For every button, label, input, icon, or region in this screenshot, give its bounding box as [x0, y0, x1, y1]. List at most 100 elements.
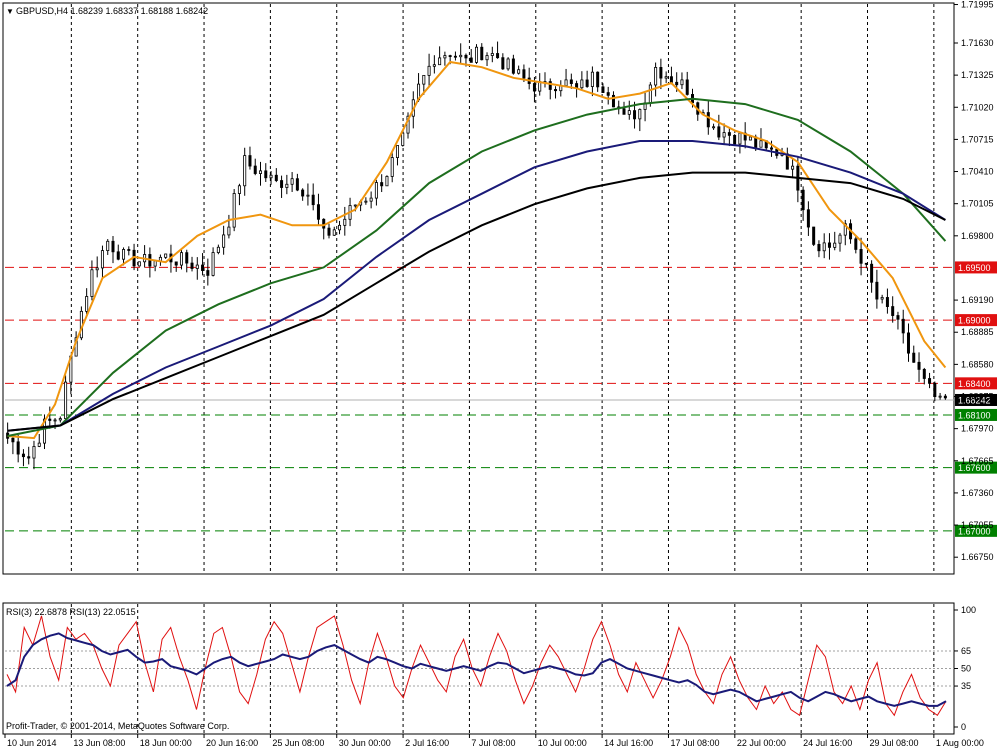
candle-body: [48, 418, 52, 421]
candle-body: [564, 79, 568, 87]
rsi-series-line: [6, 615, 947, 717]
candle-body: [511, 58, 515, 74]
candle-body: [622, 108, 626, 115]
candle-body: [891, 306, 895, 316]
candle-body: [917, 361, 921, 370]
candle-body: [490, 53, 494, 56]
time-x-axis: 10 Jun 2014 13 Jun 08:00 18 Jun 00:00 20 Ju…: [4, 734, 984, 748]
candle-body: [95, 267, 99, 271]
candle-body: [870, 263, 874, 283]
resistance-level-badge: [955, 377, 997, 390]
candle-body: [106, 240, 110, 252]
candle-body: [611, 94, 615, 108]
rsi-y-tick-label: 50: [961, 664, 971, 674]
candles: [6, 41, 947, 470]
candle-body: [227, 226, 231, 236]
candle-body: [912, 352, 916, 363]
candle-body: [770, 147, 774, 150]
candle-body: [590, 71, 594, 87]
candle-body: [801, 189, 805, 211]
candle-body: [606, 92, 610, 96]
x-tick-label: 22 Jul 00:00: [737, 738, 786, 748]
candle-body: [85, 296, 89, 312]
candle-body: [817, 243, 821, 252]
candle-body: [443, 55, 447, 59]
candle-body: [585, 79, 589, 87]
candle-body: [253, 165, 257, 174]
price-y-axis: 1.71995 1.71630 1.71325 1.71020 1.70715 1.704…: [954, 0, 994, 562]
candle-body: [712, 126, 716, 129]
x-tick-label: 1 Aug 00:00: [936, 738, 984, 748]
y-tick-label: 1.71995: [961, 0, 994, 10]
candle-body: [827, 242, 831, 248]
candle-body: [575, 83, 579, 89]
candle-body: [58, 418, 62, 421]
candle-body: [311, 194, 315, 206]
current-price-badge: [955, 393, 997, 406]
candle-body: [648, 84, 652, 104]
support-level-label: 1.68100: [958, 410, 991, 420]
candle-body: [601, 86, 605, 93]
y-tick-label: 1.67360: [961, 488, 994, 498]
rsi-series-line: [6, 632, 947, 707]
candle-body: [195, 264, 199, 269]
y-tick-label: 1.69800: [961, 231, 994, 241]
candle-body: [64, 381, 68, 419]
candle-body: [322, 218, 326, 229]
y-tick-label: 1.71325: [961, 70, 994, 80]
candle-body: [116, 251, 120, 260]
candle-body: [327, 227, 331, 236]
candle-body: [343, 218, 347, 226]
candle-body: [243, 155, 247, 187]
x-tick-label: 25 Jun 08:00: [272, 738, 324, 748]
candle-body: [380, 182, 384, 187]
candle-body: [201, 264, 205, 271]
candle-body: [248, 155, 252, 167]
candle-body: [211, 252, 215, 276]
candle-body: [27, 456, 31, 459]
candle-body: [554, 89, 558, 92]
candle-body: [864, 262, 868, 265]
candle-body: [596, 71, 600, 88]
candle-body: [680, 79, 684, 86]
candle-body: [43, 418, 47, 444]
y-tick-label: 1.68885: [961, 327, 994, 337]
candle-body: [906, 332, 910, 354]
candle-body: [316, 204, 320, 220]
candle-body: [122, 249, 126, 260]
candle-body: [943, 395, 947, 399]
candle-body: [901, 318, 905, 334]
x-tick-label: 29 Jul 08:00: [870, 738, 919, 748]
candle-body: [237, 185, 241, 194]
candle-body: [633, 110, 637, 120]
candle-body: [474, 46, 478, 63]
candle-body: [854, 238, 858, 250]
price-levels: 1.69500 1.69000 1.68400 1.68100 1.67600 1.670…: [5, 261, 997, 537]
candle-body: [222, 234, 226, 248]
candle-body: [896, 315, 900, 320]
candle-body: [90, 269, 94, 297]
rsi-y-tick-label: 35: [961, 681, 971, 691]
resistance-level-label: 1.69500: [958, 263, 991, 273]
candle-body: [880, 297, 884, 300]
candle-body: [822, 242, 826, 252]
chart-header: GBPUSD,H4 1.68239 1.68337 1.68188 1.6824…: [16, 6, 208, 16]
candle-body: [733, 134, 737, 145]
x-tick-label: 2 Jul 16:00: [405, 738, 449, 748]
price-pane: [2, 2, 955, 575]
candle-body: [448, 55, 452, 57]
candle-body: [480, 46, 484, 61]
x-tick-label: 7 Jul 08:00: [471, 738, 515, 748]
candle-body: [301, 189, 305, 197]
candle-body: [685, 79, 689, 95]
price-vertical-grid: [70, 4, 935, 573]
candle-body: [532, 83, 536, 92]
candle-body: [506, 58, 510, 70]
x-tick-label: 24 Jul 16:00: [803, 738, 852, 748]
candle-body: [706, 112, 710, 128]
candle-body: [722, 132, 726, 138]
candle-body: [669, 76, 673, 83]
dropdown-arrow-icon[interactable]: ▼: [6, 7, 14, 16]
rsi-y-axis: 100 65 50 35 0: [954, 605, 976, 732]
candle-body: [469, 57, 473, 63]
